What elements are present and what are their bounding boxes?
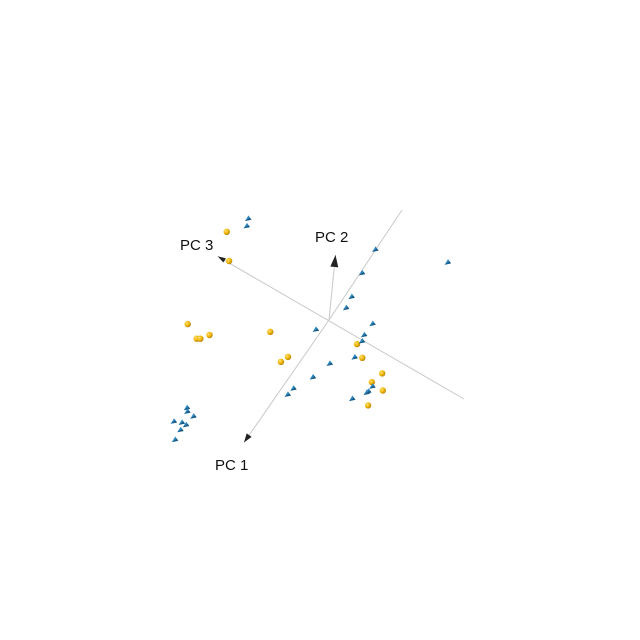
- sphere-point: [224, 229, 230, 235]
- pc3-axis-label: PC 3: [180, 237, 213, 254]
- pc1-axis-line: [244, 320, 329, 443]
- cone-point: [176, 427, 184, 435]
- sphere-point: [197, 336, 203, 342]
- sphere-point: [185, 321, 191, 327]
- cone-point: [368, 321, 376, 329]
- sphere-point: [206, 332, 212, 338]
- cone-point: [308, 374, 316, 382]
- pc2-arrow-icon: [330, 255, 338, 267]
- cone-point: [341, 305, 349, 313]
- cone-point: [169, 418, 177, 426]
- cone-point: [283, 391, 291, 399]
- sphere-point: [359, 355, 365, 361]
- sphere-point: [365, 402, 371, 408]
- axis-labels-group: PC 1 PC 2 PC 3: [180, 229, 348, 474]
- sphere-point: [278, 359, 284, 365]
- sphere-point: [379, 370, 385, 376]
- cone-point: [364, 388, 372, 396]
- sphere-point: [369, 379, 375, 385]
- cone-point: [311, 326, 319, 334]
- cone-point: [189, 413, 197, 421]
- cone-point: [325, 360, 333, 368]
- pc2-axis-label: PC 2: [315, 229, 348, 246]
- back-axis-line: [329, 210, 402, 320]
- pc1-axis-label: PC 1: [215, 457, 248, 474]
- cone-point: [289, 385, 297, 393]
- cone-point: [244, 215, 252, 223]
- cone-point: [170, 437, 178, 445]
- sphere-point: [226, 258, 232, 264]
- cone-point: [443, 259, 451, 267]
- sphere-point: [354, 341, 360, 347]
- cone-point: [242, 223, 250, 231]
- cone-point: [359, 332, 367, 340]
- pc3-axis-line: [218, 256, 464, 399]
- pc3-arrow-icon: [218, 256, 226, 262]
- pc1-arrow-icon: [244, 433, 252, 442]
- cone-point: [347, 294, 355, 302]
- sphere-point: [267, 329, 273, 335]
- sphere-point: [380, 387, 386, 393]
- sphere-point: [285, 354, 291, 360]
- cone-point: [348, 396, 356, 404]
- cone-point: [350, 354, 358, 362]
